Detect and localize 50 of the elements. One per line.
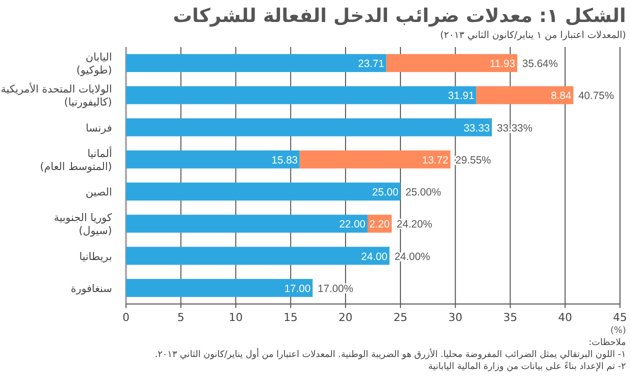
bar bbox=[126, 246, 390, 265]
data-label: 17.00 bbox=[284, 282, 311, 295]
x-tick-label: 25 bbox=[393, 311, 408, 324]
total-label: 40.75% bbox=[578, 90, 614, 102]
y-tick-label: الولايات المتحدة الأمريكية (كاليفورنيا) bbox=[0, 82, 112, 109]
y-tick-label: الصين bbox=[86, 186, 112, 199]
x-tick-label: 40 bbox=[558, 311, 572, 324]
data-label: 24.00 bbox=[361, 250, 388, 263]
data-label: 8.84 bbox=[550, 90, 572, 102]
y-tick-label: ألمانيا (المتوسط العام) bbox=[40, 146, 112, 173]
y-tick-label: فرنسا bbox=[86, 122, 112, 134]
y-tick-label: بريطانيا bbox=[79, 250, 112, 263]
bar bbox=[126, 118, 492, 136]
chart-title: الشكل ١: معدلات ضرائب الدخل الفعالة للشركات bbox=[173, 5, 626, 27]
bar bbox=[300, 150, 450, 168]
data-label: 25.00 bbox=[372, 186, 399, 199]
bar bbox=[126, 214, 368, 233]
data-label: 11.93 bbox=[490, 58, 516, 70]
bar bbox=[126, 182, 400, 201]
data-label: 2.20 bbox=[369, 218, 390, 231]
bar bbox=[126, 54, 386, 72]
data-label: 33.33 bbox=[464, 122, 490, 134]
text: ٢- تم الإعداد بناءً على بيانات من وزارة المالية اليابانية bbox=[428, 361, 626, 372]
data-label: 15.83 bbox=[271, 154, 298, 166]
data-label: 22.00 bbox=[339, 218, 366, 231]
x-tick-label: 10 bbox=[228, 311, 243, 324]
y-tick-label: كوريا الجنوبية (سيول) bbox=[54, 212, 112, 238]
x-tick-label: 35 bbox=[503, 311, 518, 324]
text: ١- اللون البرتقالي يمثل الضرائب المفروضة محليا. الأزرق هو الضريبة الوطنية. المعدلات اعتبارا من أول يناير/كانون الثاني ٢٠١٣. bbox=[154, 348, 626, 360]
x-tick-label: 15 bbox=[284, 311, 298, 324]
x-tick-label: 5 bbox=[177, 311, 184, 324]
data-label: 13.72 bbox=[422, 154, 449, 166]
y-tick-label: سنغافورة bbox=[70, 282, 112, 295]
bar bbox=[126, 86, 476, 104]
bar bbox=[476, 86, 574, 104]
bar bbox=[126, 278, 313, 297]
x-tick-label: 0 bbox=[122, 311, 130, 324]
x-tick-label: 30 bbox=[448, 311, 462, 324]
data-label: 31.91 bbox=[448, 90, 474, 102]
y-tick-label: اليابان (طوكيو) bbox=[76, 52, 112, 77]
x-tick-label: 20 bbox=[338, 311, 353, 324]
bar bbox=[386, 54, 518, 72]
x-axis-title: (%) bbox=[610, 326, 626, 336]
data-label: 23.71 bbox=[358, 58, 384, 70]
total-label: 35.64% bbox=[522, 58, 558, 70]
text: ملاحظات: bbox=[588, 338, 626, 348]
total-label: 25.00% bbox=[405, 186, 442, 199]
bar bbox=[126, 150, 300, 168]
x-tick-label: 45 bbox=[613, 311, 627, 324]
chart-subtitle: (المعدلات اعتبارا من ١ يناير/كانون الثاني ٢٠١٣) bbox=[440, 30, 626, 41]
